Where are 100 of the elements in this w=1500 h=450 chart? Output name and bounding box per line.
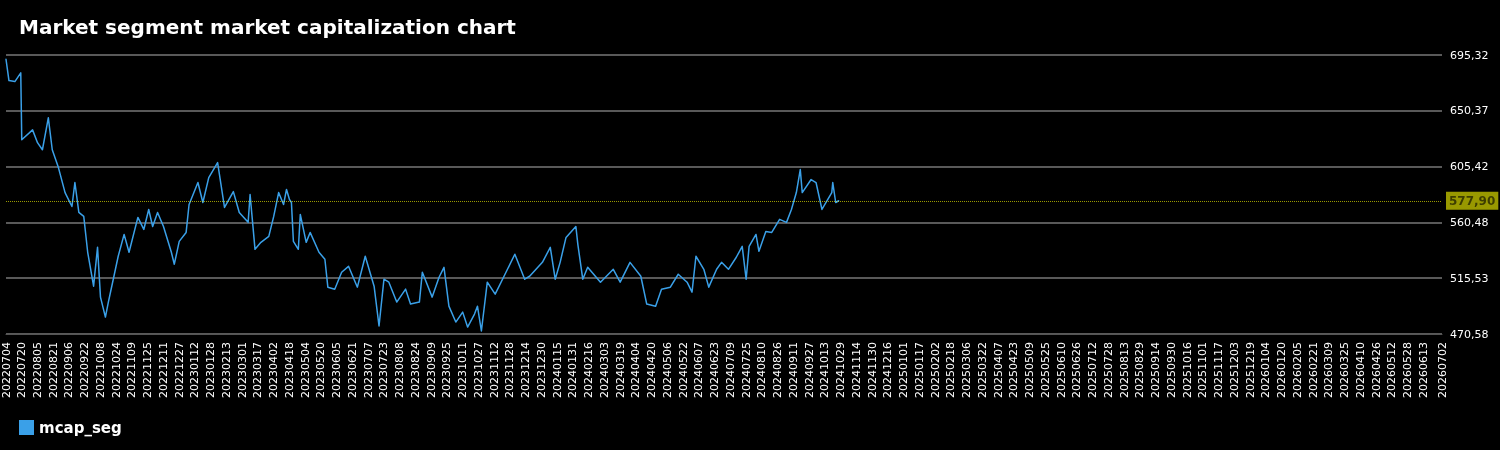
x-tick-label: 20240623 <box>708 342 722 398</box>
x-tick-label: 20231112 <box>487 342 501 398</box>
x-tick-label: 20220805 <box>31 342 44 398</box>
x-tick-label: 20230418 <box>282 342 296 398</box>
x-tick-label: 20260309 <box>1322 342 1336 398</box>
x-tick-label: 20260512 <box>1385 342 1399 398</box>
x-tick-label: 20250610 <box>1054 342 1068 398</box>
x-tick-label: 20221227 <box>172 342 186 398</box>
x-tick-label: 20231214 <box>519 342 533 398</box>
x-tick-label: 20250218 <box>944 342 958 398</box>
x-tick-label: 20250813 <box>1117 342 1131 398</box>
x-tick-label: 20260613 <box>1416 342 1430 398</box>
y-tick-label: 650,37 <box>1450 104 1489 118</box>
x-tick-label: 20260104 <box>1259 342 1273 398</box>
x-tick-label: 20250407 <box>991 342 1005 398</box>
x-tick-label: 20241114 <box>849 342 863 398</box>
x-tick-label: 20231230 <box>534 342 548 398</box>
chart-title: Market segment market capitalization chart <box>19 15 517 39</box>
x-tick-label: 20230402 <box>267 342 281 398</box>
x-tick-label: 20260221 <box>1306 342 1320 398</box>
x-tick-label: 20250423 <box>1007 342 1021 398</box>
x-tick-label: 20230707 <box>361 342 375 398</box>
x-tick-label: 20221008 <box>93 342 107 398</box>
y-tick-label: 560,48 <box>1450 215 1489 229</box>
x-tick-label: 20231027 <box>471 342 485 398</box>
x-tick-label: 20230605 <box>330 342 344 398</box>
x-tick-label: 20230317 <box>251 342 265 398</box>
x-tick-label: 20240927 <box>802 342 816 398</box>
y-tick-label: 695,32 <box>1450 48 1489 62</box>
x-tick-label: 20220720 <box>15 342 29 398</box>
x-tick-label: 20250728 <box>1101 342 1115 398</box>
x-tick-label: 20230213 <box>219 342 233 398</box>
y-tick-label: 470,58 <box>1450 327 1489 341</box>
x-tick-label: 20230520 <box>314 342 328 398</box>
x-tick-label: 20230909 <box>424 342 438 398</box>
x-tick-label: 20220922 <box>78 342 92 398</box>
x-tick-label: 20240506 <box>660 342 674 398</box>
x-tick-label: 20240826 <box>771 342 785 398</box>
x-tick-label: 20240522 <box>676 342 690 398</box>
x-tick-label: 20230504 <box>298 342 312 398</box>
x-tick-label: 20240607 <box>692 342 706 398</box>
x-tick-label: 20240115 <box>550 342 564 398</box>
x-tick-label: 20250202 <box>928 342 942 398</box>
x-tick-label: 20220906 <box>62 342 76 398</box>
x-tick-label: 20241029 <box>834 342 848 398</box>
x-tick-label: 20221211 <box>156 342 170 398</box>
x-tick-label: 20260702 <box>1435 342 1449 398</box>
x-tick-label: 20240911 <box>786 342 800 398</box>
x-tick-label: 20250626 <box>1070 342 1084 398</box>
x-tick-label: 20231128 <box>503 342 517 398</box>
x-tick-label: 20250322 <box>975 342 989 398</box>
x-tick-label: 20230824 <box>408 342 422 398</box>
x-tick-label: 20260205 <box>1290 342 1304 398</box>
x-tick-label: 20250930 <box>1164 342 1178 398</box>
x-tick-label: 20260120 <box>1275 342 1289 398</box>
legend-label: mcap_seg <box>39 418 122 437</box>
x-tick-label: 20221109 <box>125 342 139 398</box>
x-tick-label: 20220704 <box>0 342 13 398</box>
x-tick-label: 20251219 <box>1243 342 1257 398</box>
x-tick-label: 20230808 <box>393 342 407 398</box>
y-tick-label: 605,42 <box>1450 160 1489 174</box>
x-tick-label: 20230925 <box>440 342 454 398</box>
x-tick-label: 20241130 <box>865 342 879 398</box>
x-tick-label: 20260325 <box>1338 342 1352 398</box>
x-tick-label: 20241013 <box>818 342 832 398</box>
x-tick-label: 20251101 <box>1196 342 1210 398</box>
x-tick-label: 20240404 <box>629 342 643 398</box>
x-tick-label: 20251016 <box>1180 342 1194 398</box>
x-tick-label: 20250117 <box>912 342 926 398</box>
x-tick-label: 20230301 <box>235 342 249 398</box>
x-tick-label: 20250306 <box>960 342 974 398</box>
ref-line-label: 577,90 <box>1449 193 1496 208</box>
x-tick-label: 20221024 <box>109 342 123 398</box>
x-tick-label: 20240216 <box>582 342 596 398</box>
y-tick-label: 515,53 <box>1450 271 1489 285</box>
x-tick-label: 20260410 <box>1353 342 1367 398</box>
x-tick-label: 20250525 <box>1038 342 1052 398</box>
x-tick-label: 20230621 <box>345 342 359 398</box>
x-tick-label: 20231011 <box>456 342 470 398</box>
x-tick-label: 20250101 <box>897 342 911 398</box>
x-tick-label: 20250829 <box>1133 342 1147 398</box>
x-tick-label: 20240810 <box>755 342 769 398</box>
x-tick-label: 20240303 <box>597 342 611 398</box>
x-tick-label: 20240420 <box>645 342 659 398</box>
x-tick-label: 20250914 <box>1149 342 1163 398</box>
x-tick-label: 20241216 <box>881 342 895 398</box>
x-tick-label: 20240709 <box>723 342 737 398</box>
x-tick-label: 20220821 <box>46 342 60 398</box>
x-tick-label: 20250712 <box>1086 342 1100 398</box>
line-series <box>5 58 840 332</box>
x-tick-label: 20230723 <box>377 342 391 398</box>
x-tick-label: 20250509 <box>1023 342 1037 398</box>
x-tick-label: 20221125 <box>141 342 155 398</box>
x-tick-label: 20240725 <box>739 342 753 398</box>
x-tick-label: 20260528 <box>1401 342 1415 398</box>
x-tick-label: 20251117 <box>1212 342 1226 398</box>
x-tick-label: 20240131 <box>566 342 580 398</box>
x-tick-label: 20230128 <box>204 342 218 398</box>
x-tick-label: 20251203 <box>1227 342 1241 398</box>
x-tick-label: 20240319 <box>613 342 627 398</box>
